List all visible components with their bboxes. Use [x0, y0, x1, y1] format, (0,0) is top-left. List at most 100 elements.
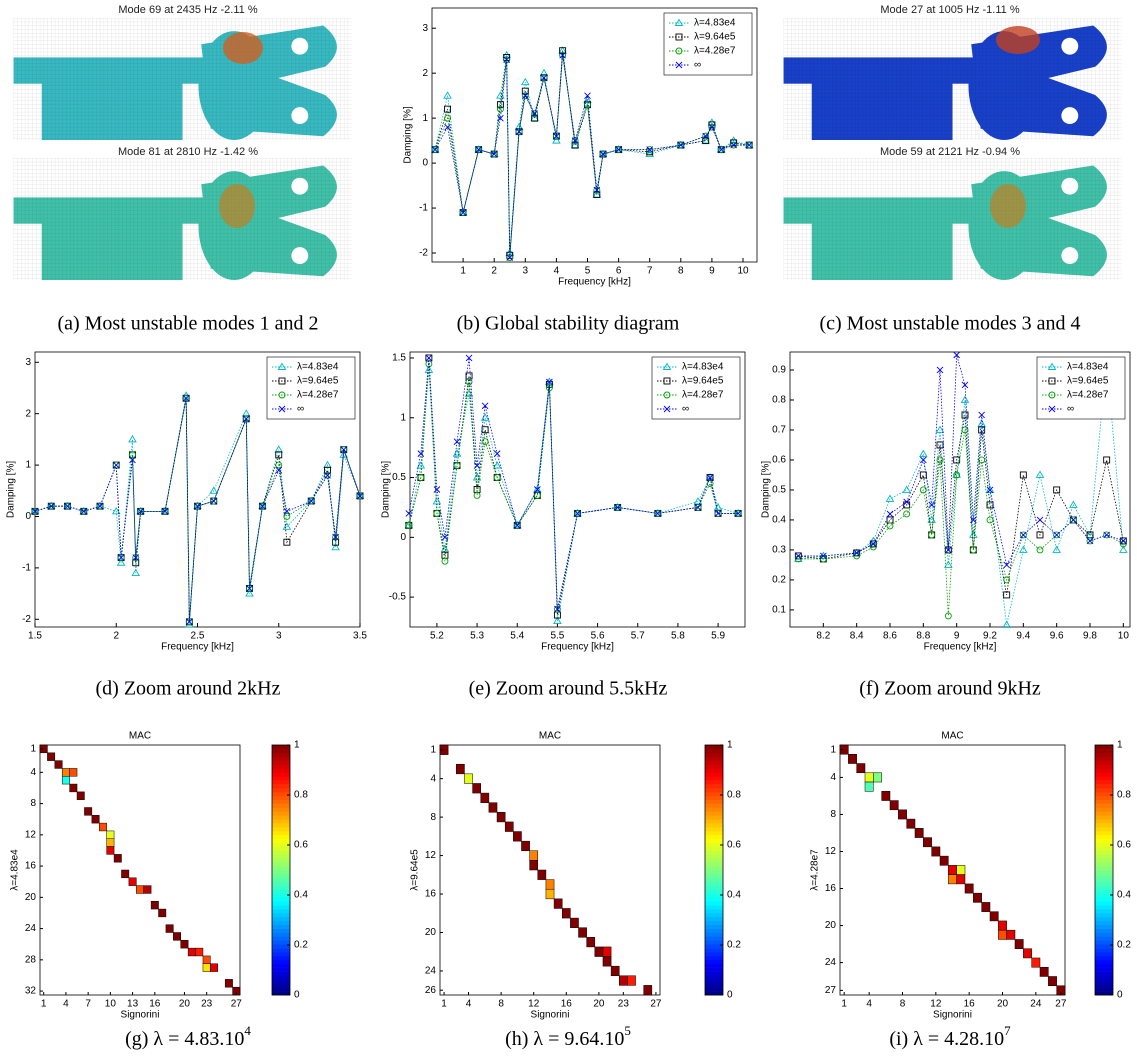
colorbar-segment — [1095, 916, 1113, 922]
chart-title: MAC — [539, 731, 561, 742]
colorbar-frame — [1094, 744, 1114, 996]
marker — [245, 589, 254, 597]
y-tick-label: 2 — [25, 408, 31, 419]
y-axis-label: Damping [%] — [381, 461, 392, 518]
marker — [654, 510, 662, 517]
y-tick-label: 16 — [825, 883, 837, 894]
colorbar-tick-label: 1 — [1117, 740, 1123, 751]
mac-cell — [610, 965, 620, 977]
x-tick-label: 20 — [997, 999, 1009, 1010]
colorbar-segment — [1095, 846, 1113, 851]
x-tick-label: 10 — [105, 999, 117, 1010]
marker — [920, 456, 927, 464]
mac-cell — [948, 865, 957, 875]
y-tick-label: 0.5 — [392, 472, 406, 483]
marker — [559, 51, 567, 59]
mac-cell — [1039, 966, 1049, 977]
colorbar-segment — [1095, 885, 1113, 890]
caption-text: (h) λ = 9.64.10 — [505, 1028, 624, 1050]
colorbar-segment — [272, 983, 290, 988]
marker — [702, 132, 710, 140]
colorbar-segment — [272, 920, 290, 925]
mac-cell — [529, 850, 539, 861]
mac-cell — [948, 874, 957, 885]
marker — [903, 510, 911, 518]
caption: (h) λ = 9.64.105 — [505, 1023, 631, 1050]
mac-cell — [113, 854, 122, 863]
colorbar-segment — [272, 811, 290, 816]
mac-cell — [602, 946, 612, 957]
colorbar-frame — [704, 744, 724, 996]
marker — [886, 510, 894, 518]
marker — [1086, 537, 1094, 545]
marker — [433, 509, 441, 517]
marker — [936, 366, 944, 374]
marker — [324, 466, 331, 474]
colorbar-segment — [705, 955, 723, 961]
mac-cell — [561, 908, 571, 919]
marker — [553, 605, 561, 613]
y-tick-label: 0.9 — [772, 365, 786, 376]
marker — [1103, 531, 1110, 539]
colorbar-segment — [1095, 760, 1113, 765]
mac-cell — [964, 883, 974, 894]
colorbar-segment — [705, 893, 723, 898]
legend-label: λ=4.83e4 — [297, 362, 339, 373]
marker — [552, 136, 561, 144]
colorbar-segment — [705, 912, 723, 918]
colorbar-segment — [705, 760, 723, 765]
marker — [474, 145, 483, 153]
x-tick-label: 1.5 — [28, 631, 42, 642]
colorbar-segment — [1095, 795, 1113, 800]
marker — [534, 486, 541, 493]
marker — [545, 384, 553, 392]
marker — [137, 507, 145, 515]
chart-title: MAC — [941, 731, 963, 742]
marker — [713, 503, 723, 511]
y-tick-label: 0.8 — [772, 395, 786, 406]
marker — [355, 491, 365, 499]
marker — [137, 508, 144, 515]
colorbar-segment — [705, 870, 723, 875]
mac-cell — [553, 898, 563, 909]
colorbar-segment — [1095, 901, 1113, 906]
legend-label: ∞ — [1067, 404, 1074, 415]
colorbar-segment — [1095, 881, 1113, 886]
marker — [481, 402, 489, 410]
mac-cell — [898, 809, 907, 820]
x-tick-label: 2 — [491, 266, 497, 277]
mac-cell — [586, 937, 596, 948]
mac-cell — [121, 869, 130, 879]
marker — [886, 522, 894, 530]
colorbar-segment — [272, 838, 290, 843]
marker — [424, 365, 434, 373]
mac-cell — [513, 831, 522, 842]
colorbar-segment — [705, 866, 723, 871]
marker — [1085, 530, 1095, 538]
colorbar-segment — [272, 889, 290, 894]
marker — [129, 456, 136, 464]
colorbar-segment — [272, 932, 290, 937]
colorbar-segment — [272, 830, 290, 836]
y-tick-label: 24 — [825, 957, 837, 968]
marker — [919, 449, 928, 457]
marker — [112, 461, 120, 469]
marker — [708, 123, 716, 131]
colorbar-segment — [705, 776, 723, 781]
colorbar-tick-label: 0 — [1117, 990, 1123, 1001]
marker — [259, 502, 266, 510]
marker — [1048, 405, 1056, 413]
colorbar-segment — [705, 975, 723, 980]
colorbar-segment — [1095, 975, 1113, 980]
marker — [307, 497, 315, 505]
marker — [795, 552, 802, 560]
marker — [116, 558, 126, 566]
y-tick-label: 0.7 — [772, 425, 786, 436]
colorbar-segment — [1095, 936, 1113, 941]
marker — [903, 498, 910, 506]
x-tick-label: 9.8 — [1083, 631, 1097, 642]
mac-cell — [864, 772, 874, 783]
marker — [1036, 516, 1044, 524]
colorbar-segment — [272, 944, 290, 949]
marker — [513, 521, 521, 529]
